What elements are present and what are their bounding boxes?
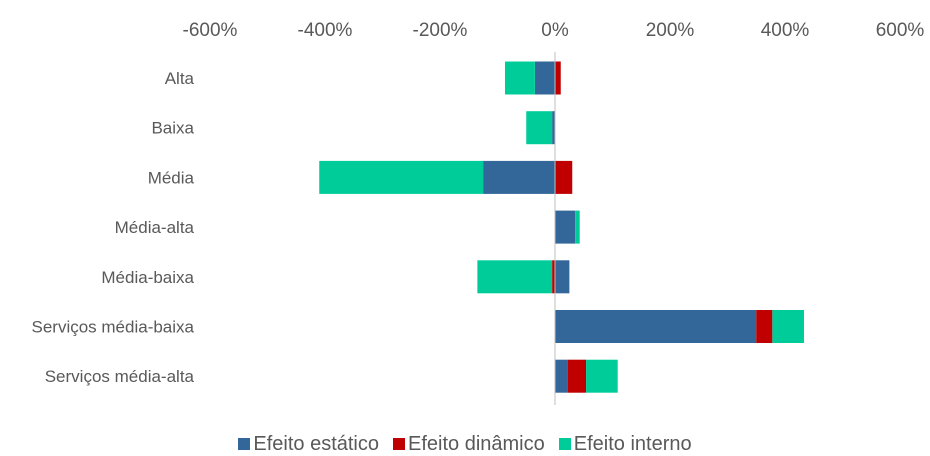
- bar-segment: [555, 260, 570, 294]
- bar-segment: [504, 61, 535, 95]
- x-tick-label: -600%: [183, 20, 238, 41]
- x-tick-label: -400%: [298, 20, 353, 41]
- bar-segment: [772, 310, 804, 343]
- x-tick-label: -200%: [413, 20, 468, 41]
- legend-label-internal: Efeito interno: [573, 432, 692, 455]
- bar-segment: [756, 310, 773, 343]
- bar-segment: [567, 359, 587, 393]
- x-tick-label: 600%: [876, 20, 925, 41]
- bar-segment: [555, 310, 757, 343]
- category-labels: Alta Baixa Média Média-alta Média-baixa Servi…: [31, 69, 194, 386]
- legend-swatch-dynamic: [393, 438, 405, 450]
- bar-segment: [555, 359, 568, 393]
- bars: [319, 61, 804, 393]
- x-axis-tick-labels: -600% -400% -200% 0% 200% 400% 600%: [183, 20, 925, 41]
- legend: Efeito estático Efeito dinâmico Efeito i…: [0, 432, 930, 456]
- category-label: Baixa: [151, 119, 194, 138]
- x-tick-label: 400%: [761, 20, 810, 41]
- legend-swatch-internal: [558, 438, 571, 450]
- x-tick-label: 200%: [646, 20, 695, 41]
- category-label: Média-alta: [115, 218, 195, 237]
- bar-segment: [477, 260, 553, 294]
- category-label: Alta: [165, 69, 195, 88]
- category-label: Serviços média-alta: [45, 367, 195, 386]
- bar-segment: [586, 359, 618, 393]
- bar-segment: [526, 111, 553, 145]
- bar-segment: [555, 61, 561, 95]
- category-label: Média: [148, 168, 195, 187]
- bar-segment: [552, 111, 555, 145]
- category-label: Média-baixa: [101, 268, 194, 287]
- legend-item-dynamic: Efeito dinâmico: [393, 433, 545, 456]
- x-tick-label: 0%: [541, 20, 569, 41]
- category-label: Serviços média-baixa: [31, 318, 194, 337]
- legend-item-static: Efeito estático: [238, 433, 379, 456]
- legend-item-internal: Efeito interno: [558, 432, 692, 456]
- bar-segment: [575, 210, 580, 244]
- legend-label-static: Efeito estático: [253, 432, 379, 455]
- bar-segment: [534, 61, 555, 95]
- legend-label-dynamic: Efeito dinâmico: [408, 432, 545, 455]
- stacked-bar-chart: -600% -400% -200% 0% 200% 400% 600% Alta Baixa M…: [31, 20, 925, 405]
- legend-swatch-static: [238, 438, 251, 450]
- bar-segment: [555, 210, 576, 244]
- bar-segment: [552, 260, 555, 294]
- bar-segment: [319, 160, 484, 194]
- bar-segment: [555, 160, 573, 194]
- bar-segment: [483, 160, 555, 194]
